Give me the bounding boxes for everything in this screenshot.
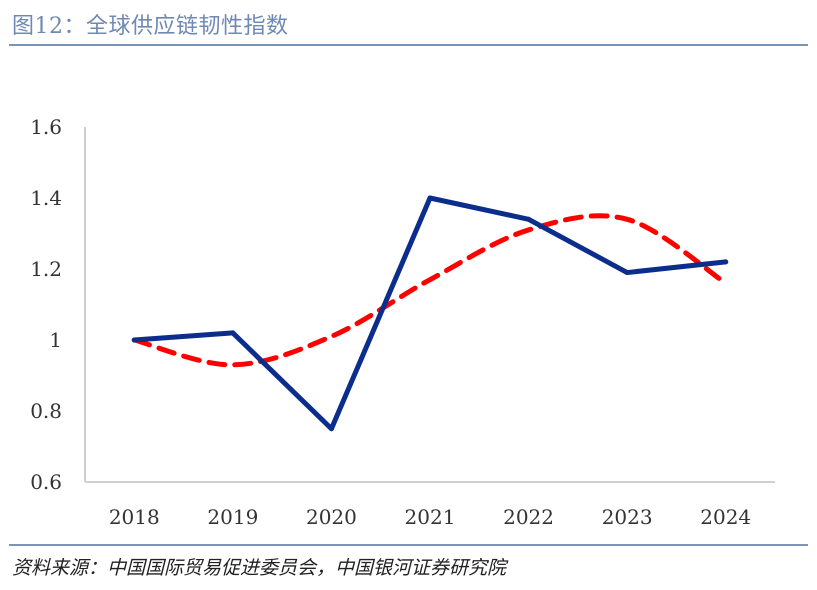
index-data-point (230, 330, 236, 336)
x-tick-label: 2020 (306, 505, 357, 529)
y-tick-label: 1.4 (30, 186, 62, 210)
chart-title: 图12：全球供应链韧性指数 (12, 14, 289, 39)
x-tick-label: 2023 (602, 505, 653, 529)
source-note: 资料来源：中国国际贸易促进委员会，中国银河证券研究院 (12, 557, 507, 579)
x-tick-label: 2021 (405, 505, 456, 529)
y-tick-label: 1.2 (30, 257, 62, 281)
top-divider (9, 44, 808, 46)
index-data-point (328, 426, 334, 432)
x-tick-label: 2019 (207, 505, 258, 529)
y-tick-label: 1 (49, 328, 62, 352)
index-data-point (427, 195, 433, 201)
index-data-point (526, 216, 532, 222)
x-tick-label: 2022 (503, 505, 554, 529)
trend-series-line (131, 213, 729, 368)
index-series-line (131, 195, 729, 432)
x-tick-label: 2024 (700, 505, 751, 529)
x-tick-label: 2018 (109, 505, 160, 529)
index-data-point (624, 270, 630, 276)
index-data-point (723, 259, 729, 265)
y-tick-label: 0.6 (30, 470, 62, 494)
bottom-divider (9, 544, 808, 546)
index-data-point (131, 337, 137, 343)
y-tick-label: 1.6 (30, 115, 62, 139)
y-tick-label: 0.8 (30, 399, 62, 423)
